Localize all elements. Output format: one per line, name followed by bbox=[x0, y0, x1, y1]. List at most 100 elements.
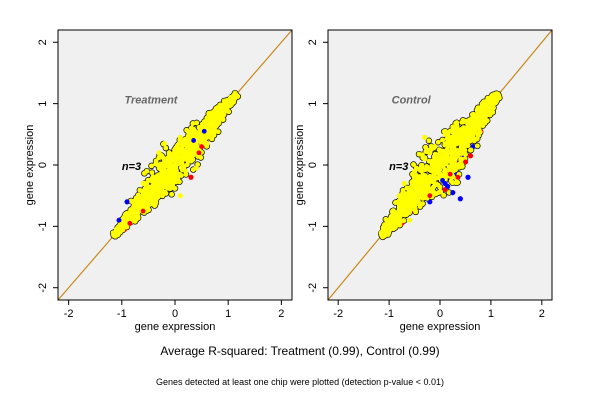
data-point bbox=[220, 107, 226, 113]
detection-note: Genes detected at least one chip were pl… bbox=[156, 377, 444, 387]
point-cloud bbox=[147, 185, 153, 191]
point-cloud bbox=[385, 222, 391, 228]
point-cloud bbox=[440, 137, 446, 143]
point-cloud bbox=[424, 163, 430, 169]
point-cloud bbox=[451, 158, 457, 164]
point-cloud bbox=[444, 151, 450, 157]
point-cloud bbox=[425, 176, 431, 182]
plot-inner bbox=[58, 30, 292, 300]
point-cloud bbox=[453, 180, 459, 186]
data-point bbox=[427, 193, 433, 199]
point-cloud bbox=[187, 140, 193, 146]
point-cloud bbox=[459, 141, 465, 147]
point-cloud bbox=[470, 114, 476, 120]
data-point bbox=[124, 199, 130, 205]
data-point bbox=[396, 193, 402, 199]
point-cloud bbox=[404, 195, 410, 201]
point-cloud bbox=[139, 188, 145, 194]
point-cloud bbox=[180, 143, 186, 149]
data-point bbox=[156, 150, 162, 156]
point-cloud bbox=[482, 120, 488, 126]
data-point bbox=[214, 107, 221, 113]
data-point bbox=[124, 214, 130, 220]
point-cloud bbox=[423, 188, 429, 194]
point-cloud bbox=[460, 117, 466, 123]
point-cloud bbox=[431, 174, 437, 180]
point-cloud bbox=[161, 167, 167, 173]
point-cloud bbox=[149, 170, 155, 176]
point-cloud bbox=[153, 161, 159, 167]
point-cloud bbox=[437, 149, 443, 155]
point-cloud bbox=[221, 103, 227, 109]
x-tick-label: 1 bbox=[225, 308, 231, 320]
point-cloud bbox=[213, 122, 219, 128]
point-cloud bbox=[151, 189, 157, 195]
data-point bbox=[172, 150, 178, 156]
data-point bbox=[422, 156, 428, 162]
point-cloud bbox=[156, 172, 162, 178]
point-cloud bbox=[418, 162, 424, 168]
sample-count-label: n=3 bbox=[389, 161, 408, 173]
data-point bbox=[151, 199, 157, 205]
point-cloud bbox=[149, 194, 155, 200]
data-point bbox=[399, 205, 405, 211]
data-point bbox=[457, 196, 463, 202]
point-cloud bbox=[161, 182, 167, 188]
point-cloud bbox=[203, 133, 209, 139]
point-cloud bbox=[435, 139, 441, 145]
data-point bbox=[432, 143, 438, 150]
x-tick-label: 0 bbox=[172, 308, 178, 320]
point-cloud bbox=[464, 136, 470, 142]
point-cloud bbox=[446, 189, 452, 195]
data-point bbox=[470, 119, 476, 125]
y-axis-title: gene expression bbox=[294, 125, 306, 206]
data-point bbox=[209, 119, 215, 125]
y-tick-label: 2 bbox=[37, 39, 49, 45]
point-cloud bbox=[383, 216, 389, 222]
data-point bbox=[199, 144, 204, 149]
point-cloud bbox=[194, 120, 200, 126]
point-cloud bbox=[168, 158, 174, 164]
data-point bbox=[463, 159, 468, 165]
point-cloud bbox=[410, 178, 416, 184]
point-cloud bbox=[408, 186, 414, 192]
point-cloud bbox=[452, 135, 458, 141]
point-cloud bbox=[185, 129, 191, 135]
point-cloud bbox=[135, 198, 141, 204]
point-cloud bbox=[449, 155, 455, 161]
point-cloud bbox=[478, 117, 484, 123]
point-cloud bbox=[472, 126, 478, 132]
point-cloud bbox=[435, 156, 441, 162]
point-cloud bbox=[172, 178, 178, 184]
data-point bbox=[427, 199, 433, 205]
point-cloud bbox=[413, 209, 419, 215]
point-cloud bbox=[189, 151, 195, 157]
sample-count-label: n=3 bbox=[122, 161, 141, 173]
point-cloud bbox=[468, 147, 474, 153]
point-cloud bbox=[228, 102, 234, 108]
point-cloud bbox=[195, 153, 201, 159]
panel-label: Control bbox=[392, 95, 432, 107]
point-cloud bbox=[407, 204, 413, 210]
data-point bbox=[196, 150, 202, 156]
point-cloud bbox=[179, 150, 185, 156]
panel-label: Treatment bbox=[124, 95, 178, 107]
data-point bbox=[447, 171, 453, 177]
data-point bbox=[135, 205, 141, 211]
point-cloud bbox=[466, 131, 472, 137]
data-point bbox=[429, 168, 435, 174]
x-tick-label: 2 bbox=[278, 308, 284, 320]
x-tick-label: 1 bbox=[488, 308, 494, 320]
point-cloud bbox=[400, 187, 406, 193]
point-cloud bbox=[459, 150, 465, 156]
point-cloud bbox=[149, 163, 155, 169]
point-cloud bbox=[172, 185, 178, 191]
point-cloud bbox=[395, 222, 401, 228]
point-cloud bbox=[460, 146, 466, 152]
data-point bbox=[228, 94, 234, 101]
x-axis-title: gene expression bbox=[135, 321, 216, 333]
y-tick-label: 2 bbox=[307, 39, 319, 45]
point-cloud bbox=[452, 164, 458, 170]
y-tick-label: 0 bbox=[307, 162, 319, 168]
y-axis-title: gene expression bbox=[24, 125, 36, 206]
